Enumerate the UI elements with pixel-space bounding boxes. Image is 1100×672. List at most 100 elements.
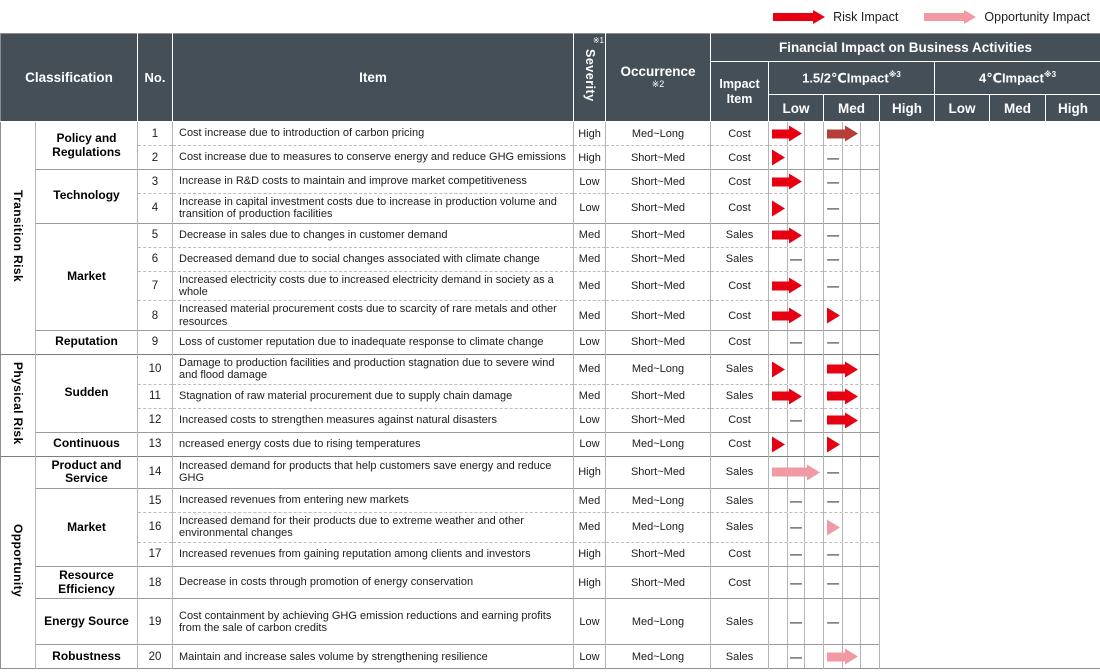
item-description: Cost increase due to introduction of car…: [172, 121, 574, 146]
impact-cell-1p5-2c: —: [768, 644, 824, 669]
severity-value: Med: [573, 383, 606, 408]
impact-cell-4c: —: [823, 246, 880, 272]
row-number: 20: [137, 644, 173, 669]
climate-risk-table: Classification No. Item ※1 Severity Occu…: [0, 33, 1100, 670]
occurrence-value: Med~Long: [605, 598, 711, 645]
row-number: 6: [137, 246, 173, 272]
row-number: 7: [137, 270, 173, 301]
item-description: Decrease in costs through promotion of e…: [172, 565, 574, 599]
impact-cell-4c: —: [823, 222, 880, 248]
item-description: Decrease in sales due to changes in cust…: [172, 222, 574, 248]
risk-impact-arrow: [772, 307, 802, 324]
risk-impact-arrow: [772, 227, 802, 244]
impact-cell-4c: [823, 121, 880, 146]
table-row: Energy Source 19 Cost containment by achie…: [1, 598, 1100, 645]
severity-value: High: [573, 145, 606, 170]
row-number: 5: [137, 222, 173, 248]
impact-cell-1p5-2c: [768, 145, 824, 170]
occurrence-value: Short~Med: [605, 270, 711, 301]
classification-cell: Opportunity: [0, 455, 36, 669]
occurrence-value: Short~Med: [605, 300, 711, 331]
col-header-scenario-4: 4℃Impact※3: [934, 61, 1100, 95]
scenario-footnote-marker: ※3: [888, 69, 901, 79]
no-impact-mark: —: [827, 228, 840, 243]
occurrence-value: Short~Med: [605, 222, 711, 248]
opportunity-impact-arrow: [827, 648, 858, 665]
no-impact-mark: —: [827, 335, 840, 350]
risk-impact-arrow: [827, 125, 858, 142]
severity-value: Low: [573, 644, 606, 669]
severity-value: Med: [573, 270, 606, 301]
legend-risk: Risk Impact: [773, 9, 898, 24]
table-row: 8 Increased material procurement costs du…: [1, 300, 1100, 331]
impact-item-value: Sales: [710, 246, 769, 272]
occurrence-value: Short~Med: [605, 329, 711, 355]
occurrence-value: Short~Med: [605, 145, 711, 170]
table-row: 12 Increased costs to strengthen measures…: [1, 407, 1100, 432]
impact-cell-4c: [823, 407, 880, 432]
impact-cell-4c: —: [823, 565, 880, 599]
risk-arrow-icon: [773, 9, 826, 24]
col-header-classification: Classification: [0, 33, 138, 122]
row-number: 14: [137, 455, 173, 489]
impact-cell-4c: —: [823, 329, 880, 355]
impact-cell-1p5-2c: [768, 270, 824, 301]
risk-impact-arrow: [772, 149, 785, 166]
table-row: 4 Increase in capital investment costs du…: [1, 193, 1100, 224]
classification-label: Physical Risk: [11, 362, 25, 445]
impact-item-value: Sales: [710, 644, 769, 669]
scenario-footnote-marker: ※3: [1043, 69, 1057, 79]
row-number: 3: [137, 169, 173, 194]
occurrence-label: Occurrence: [620, 63, 696, 79]
occurrence-value: Short~Med: [605, 455, 711, 489]
table-row: 11 Stagnation of raw material procurement…: [1, 383, 1100, 408]
table-row: Robustness 20 Maintain and increase sales …: [1, 644, 1100, 669]
occurrence-value: Med~Long: [605, 512, 711, 543]
risk-impact-arrow: [772, 125, 802, 142]
col-header-scenario-15: 1.5/2℃Impact※3: [768, 61, 935, 95]
impact-cell-4c: [823, 300, 880, 331]
impact-item-value: Cost: [710, 169, 769, 194]
no-impact-mark: —: [827, 614, 840, 629]
subclassification-cell: Market: [35, 222, 138, 331]
item-description: Increased electricity costs due to incre…: [172, 270, 574, 301]
item-description: Loss of customer reputation due to inade…: [172, 329, 574, 355]
table-row: Reputation 9 Loss of customer reputation d…: [1, 329, 1100, 355]
severity-value: Med: [573, 222, 606, 248]
impact-cell-1p5-2c: [768, 431, 824, 456]
item-description: Increase in R&D costs to maintain and im…: [172, 169, 574, 194]
col-header-level-low: Low: [934, 94, 990, 122]
severity-value: High: [573, 565, 606, 599]
occurrence-value: Med~Long: [605, 353, 711, 384]
row-number: 12: [137, 407, 173, 432]
impact-cell-1p5-2c: —: [768, 598, 824, 645]
no-impact-mark: —: [827, 547, 840, 562]
impact-cell-1p5-2c: —: [768, 329, 824, 355]
classification-label: Transition Risk: [11, 190, 25, 283]
impact-item-value: Cost: [710, 541, 769, 567]
row-number: 4: [137, 193, 173, 224]
impact-item-value: Cost: [710, 193, 769, 224]
no-impact-mark: —: [790, 575, 802, 590]
item-description: Damage to production facilities and prod…: [172, 353, 574, 384]
severity-value: Low: [573, 431, 606, 456]
severity-value: Low: [573, 169, 606, 194]
col-header-level-high: High: [879, 94, 935, 122]
impact-cell-1p5-2c: —: [768, 407, 824, 432]
risk-impact-arrow: [772, 277, 802, 294]
severity-value: Low: [573, 193, 606, 224]
subclassification-cell: Sudden: [35, 353, 138, 432]
impact-cell-1p5-2c: [768, 222, 824, 248]
col-header-impact-item: Impact Item: [710, 61, 769, 122]
table-row: Physical Risk Sudden 10 Damage to productio…: [0, 353, 1100, 456]
item-description: Cost increase due to measures to conserv…: [172, 145, 574, 170]
table-row: 17 Increased revenues from gaining reputa…: [1, 541, 1100, 567]
subclassification-cell: Continuous: [35, 431, 138, 456]
impact-cell-4c: —: [823, 193, 880, 224]
opportunity-arrow-icon: [924, 9, 977, 24]
impact-cell-1p5-2c: [768, 193, 824, 224]
severity-value: High: [573, 541, 606, 567]
severity-value: Med: [573, 353, 606, 384]
table-row: 2 Cost increase due to measures to conser…: [1, 145, 1100, 170]
row-number: 17: [137, 541, 173, 567]
